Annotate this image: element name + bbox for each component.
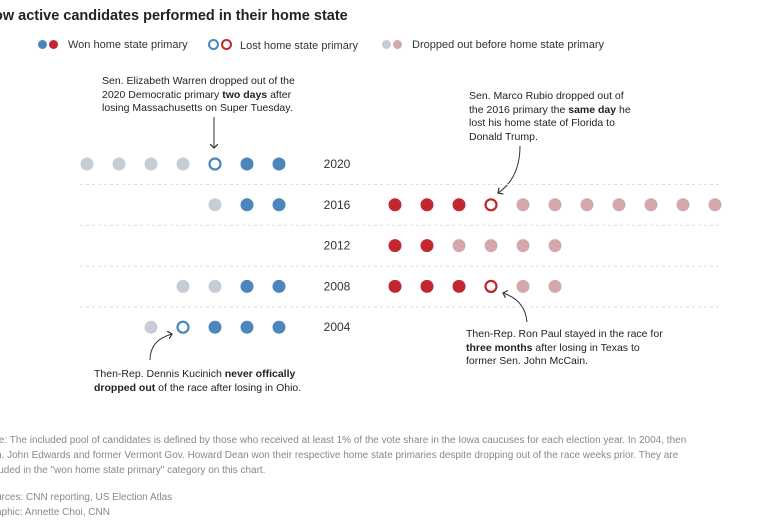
annotation-warren: Sen. Elizabeth Warren dropped out of the… [102, 75, 332, 116]
dot-rep-lost [484, 279, 498, 293]
annotation-text: of the race after losing in Ohio. [155, 381, 302, 394]
dot-dem-dropped [80, 157, 94, 171]
dot-dem-won [240, 279, 254, 293]
dot-rep-dropped [484, 239, 498, 253]
dot-dem-lost [208, 157, 222, 171]
graphic-credit: aphic: Annette Choi, CNN [0, 507, 110, 518]
annotation-rubio: Sen. Marco Rubio dropped out of the 2016… [469, 90, 689, 144]
annotation-text: he [616, 103, 631, 116]
dot-dem-won [240, 157, 254, 171]
arrow-paul [503, 293, 528, 323]
footnote: te: The included pool of candidates is d… [0, 433, 686, 478]
note-line: n. John Edwards and former Vermont Gov. … [0, 450, 679, 461]
annotation-emphasis: three months [466, 341, 533, 354]
legend-dot-blue [38, 40, 47, 49]
annotation-text: lost his home state of Florida to [469, 117, 615, 129]
annotation-emphasis: never offically [224, 368, 296, 380]
dot-rep-dropped [516, 198, 530, 212]
dot-dem-won [272, 279, 286, 293]
dot-dem-dropped [112, 157, 126, 171]
legend-dot-red [49, 40, 58, 49]
dot-rep-won [388, 198, 402, 212]
dot-rep-dropped [644, 198, 658, 212]
dot-rep-dropped [548, 198, 562, 212]
legend-dot-gray [382, 40, 391, 49]
dot-dem-dropped [144, 157, 158, 171]
year-label: 2004 [324, 320, 351, 334]
annotation-text: Donald Trump. [469, 130, 538, 143]
legend-ring-blue [208, 39, 219, 50]
dot-rep-lost [484, 198, 498, 212]
dot-rep-won [420, 279, 434, 293]
annotation-text: after losing in Texas to [532, 341, 640, 354]
dot-rep-won [452, 198, 466, 212]
annotation-text: 2020 Democratic primary [102, 88, 223, 101]
dot-rep-dropped [676, 198, 690, 212]
annotation-paul: Then-Rep. Ron Paul stayed in the race fo… [466, 328, 706, 369]
annotation-text: former Sen. John McCain. [466, 355, 588, 367]
annotation-text: Then-Rep. Dennis Kucinich [94, 368, 225, 380]
dot-rep-dropped [452, 239, 466, 253]
annotation-emphasis: two days [222, 88, 268, 101]
legend-ring-red [221, 39, 232, 50]
dot-dem-won [272, 320, 286, 334]
dot-rep-won [388, 279, 402, 293]
dot-rep-dropped [548, 279, 562, 293]
dot-dem-dropped [176, 279, 190, 293]
dot-dem-dropped [208, 279, 222, 293]
year-label: 2016 [324, 198, 351, 212]
legend-dot-pink [393, 40, 402, 49]
annotation-text: the 2016 primary the [469, 103, 569, 116]
dot-rep-dropped [580, 198, 594, 212]
legend-label: Lost home state primary [240, 40, 358, 52]
year-label: 2012 [324, 239, 351, 253]
dot-dem-won [208, 320, 222, 334]
dot-dem-dropped [208, 198, 222, 212]
dot-dem-won [240, 198, 254, 212]
legend-label: Won home state primary [68, 39, 188, 51]
dot-rep-dropped [612, 198, 626, 212]
dot-dem-dropped [144, 320, 158, 334]
note-line: luded in the "won home state primary" ca… [0, 465, 266, 476]
dot-plot: 2020 2016 2012 2008 2004 [80, 117, 722, 361]
annotation-text: Sen. Elizabeth Warren dropped out of the [102, 75, 295, 87]
dot-dem-won [272, 157, 286, 171]
legend-dropped: Dropped out before home state primary [382, 39, 604, 51]
dot-dem-dropped [176, 157, 190, 171]
note-line: te: The included pool of candidates is d… [0, 435, 687, 446]
arrow-rubio [498, 145, 521, 193]
dot-rep-dropped [516, 239, 530, 253]
annotation-text: losing Massachusetts on Super Tuesday. [102, 102, 293, 114]
annotation-text: Sen. Marco Rubio dropped out of [469, 90, 624, 102]
dot-dem-won [272, 198, 286, 212]
sources: urces: CNN reporting, US Election Atlas [0, 492, 173, 503]
arrow-kucinich [149, 334, 172, 361]
annotation-text: Then-Rep. Ron Paul stayed in the race fo… [466, 328, 663, 340]
dot-rep-won [452, 279, 466, 293]
dot-rep-dropped [516, 279, 530, 293]
annotation-text: after [267, 88, 292, 101]
dot-rep-won [388, 239, 402, 253]
chart-title: ow active candidates performed in their … [0, 8, 348, 24]
dot-rep-dropped [548, 239, 562, 253]
year-label: 2008 [324, 279, 351, 293]
annotation-emphasis: dropped out [94, 381, 156, 394]
legend-won: Won home state primary [38, 39, 188, 51]
dot-rep-dropped [708, 198, 722, 212]
dot-rep-won [420, 198, 434, 212]
dot-dem-lost [176, 320, 190, 334]
legend-lost: Lost home state primary [208, 39, 358, 52]
dot-dem-won [240, 320, 254, 334]
dot-rep-won [420, 239, 434, 253]
annotation-kucinich: Then-Rep. Dennis Kucinich never officall… [94, 368, 334, 395]
annotation-emphasis: same day [568, 103, 617, 116]
year-label: 2020 [324, 157, 351, 171]
legend-label: Dropped out before home state primary [412, 39, 604, 51]
